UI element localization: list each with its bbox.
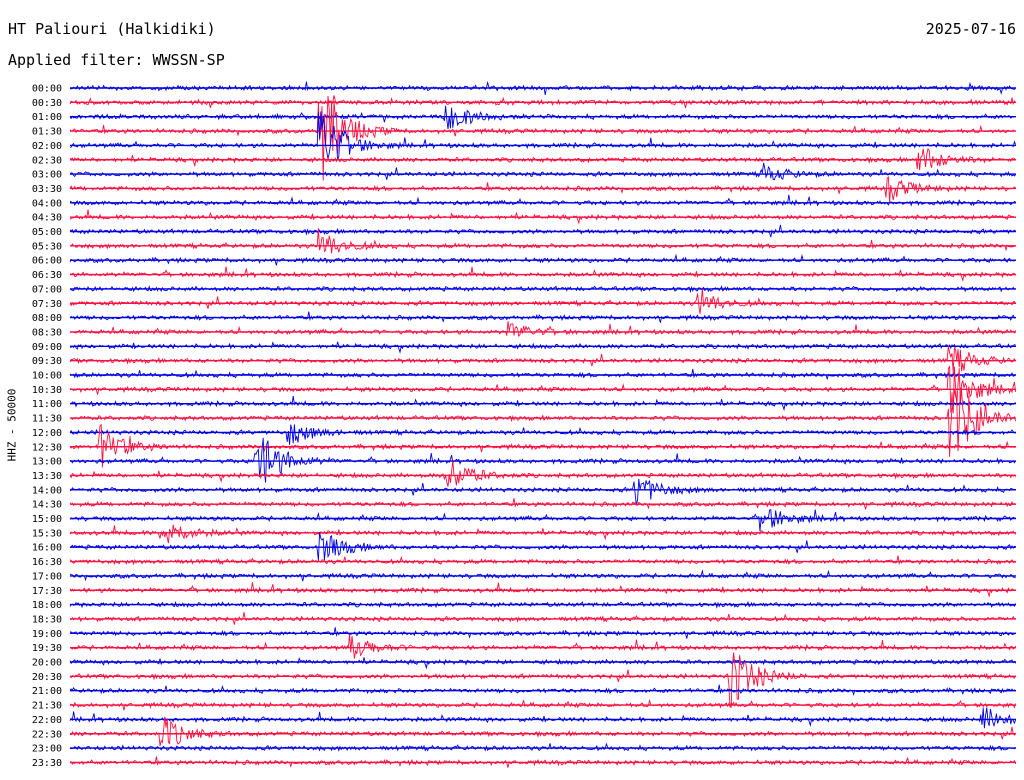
seismic-trace-1000 xyxy=(69,368,1016,381)
row-time-label: 16:30 xyxy=(32,557,62,568)
row-time-label: 20:30 xyxy=(32,672,62,683)
seismic-trace-0730 xyxy=(69,288,1016,314)
row-time-label: 05:30 xyxy=(32,241,62,252)
row-time-label: 01:30 xyxy=(32,127,62,138)
seismic-trace-2000 xyxy=(69,656,1016,670)
seismic-trace-1630 xyxy=(69,555,1016,566)
row-time-label: 16:00 xyxy=(32,543,62,554)
seismic-trace-0830 xyxy=(69,321,1017,338)
row-time-label: 20:00 xyxy=(32,658,62,669)
plot-date: 2025-07-16 xyxy=(925,20,1016,38)
row-time-label: 07:00 xyxy=(32,284,62,295)
seismic-trace-0330 xyxy=(69,175,1016,203)
row-time-label: 01:00 xyxy=(32,112,62,123)
row-time-label: 04:00 xyxy=(32,198,62,209)
row-time-label: 02:00 xyxy=(32,141,62,152)
seismic-trace-1400 xyxy=(69,478,1016,506)
row-time-label: 23:00 xyxy=(32,744,62,755)
row-time-label: 13:00 xyxy=(32,457,62,468)
row-time-label: 12:00 xyxy=(32,428,62,439)
seismic-trace-2200 xyxy=(69,707,1017,729)
row-time-label: 08:00 xyxy=(32,313,62,324)
seismic-trace-0400 xyxy=(69,194,1016,207)
row-time-label: 06:00 xyxy=(32,256,62,267)
station-title: HT Paliouri (Halkidiki) xyxy=(8,20,216,38)
seismic-trace-0200 xyxy=(69,111,1017,161)
row-time-label: 19:00 xyxy=(32,629,62,640)
seismic-trace-0930 xyxy=(69,345,1016,373)
row-time-label: 11:00 xyxy=(32,399,62,410)
row-time-label: 18:00 xyxy=(32,600,62,611)
row-time-label: 21:00 xyxy=(32,686,62,697)
row-time-label: 14:00 xyxy=(32,485,62,496)
seismic-trace-2100 xyxy=(69,684,1016,697)
seismic-trace-1100 xyxy=(69,396,1016,412)
row-time-label: 00:00 xyxy=(32,84,62,95)
row-time-label: 03:00 xyxy=(32,170,62,181)
row-time-label: 15:00 xyxy=(32,514,62,525)
row-time-label: 09:30 xyxy=(32,356,62,367)
seismic-trace-1730 xyxy=(69,582,1016,598)
row-time-label: 14:30 xyxy=(32,500,62,511)
seismic-trace-1200 xyxy=(69,424,1016,445)
row-time-label: 18:30 xyxy=(32,614,62,625)
row-time-label: 17:30 xyxy=(32,586,62,597)
seismic-trace-0130 xyxy=(69,95,1016,181)
row-time-label: 02:30 xyxy=(32,155,62,166)
row-time-label: 06:30 xyxy=(32,270,62,281)
row-time-label: 09:00 xyxy=(32,342,62,353)
seismic-trace-1530 xyxy=(69,524,1016,544)
row-time-label: 13:30 xyxy=(32,471,62,482)
row-time-label: 08:30 xyxy=(32,327,62,338)
seismic-trace-1500 xyxy=(69,509,1016,532)
row-time-label: 21:30 xyxy=(32,701,62,712)
seismic-trace-1330 xyxy=(69,460,1016,487)
seismic-trace-0100 xyxy=(69,105,1016,130)
row-time-label: 22:30 xyxy=(32,729,62,740)
seismic-trace-2330 xyxy=(69,756,1017,768)
row-time-label: 12:30 xyxy=(32,442,62,453)
row-time-label: 04:30 xyxy=(32,213,62,224)
row-time-label: 23:30 xyxy=(32,758,62,769)
row-time-label: 05:00 xyxy=(32,227,62,238)
row-time-label: 03:30 xyxy=(32,184,62,195)
row-time-label: 22:00 xyxy=(32,715,62,726)
filter-label: Applied filter: WWSSN-SP xyxy=(8,51,225,69)
seismic-trace-1930 xyxy=(69,633,1016,659)
row-time-label: 19:30 xyxy=(32,643,62,654)
row-time-label: 10:30 xyxy=(32,385,62,396)
row-time-label: 07:30 xyxy=(32,299,62,310)
seismic-trace-0300 xyxy=(69,162,1016,181)
seismic-trace-0630 xyxy=(69,266,1016,283)
row-time-label: 10:00 xyxy=(32,371,62,382)
row-time-label: 00:30 xyxy=(32,98,62,109)
seismic-trace-0030 xyxy=(69,95,1016,109)
row-time-label: 15:30 xyxy=(32,528,62,539)
row-time-label: 17:00 xyxy=(32,571,62,582)
seismic-trace-0430 xyxy=(69,209,1016,225)
row-time-label: 11:30 xyxy=(32,414,62,425)
seismic-trace-2300 xyxy=(69,742,1016,752)
